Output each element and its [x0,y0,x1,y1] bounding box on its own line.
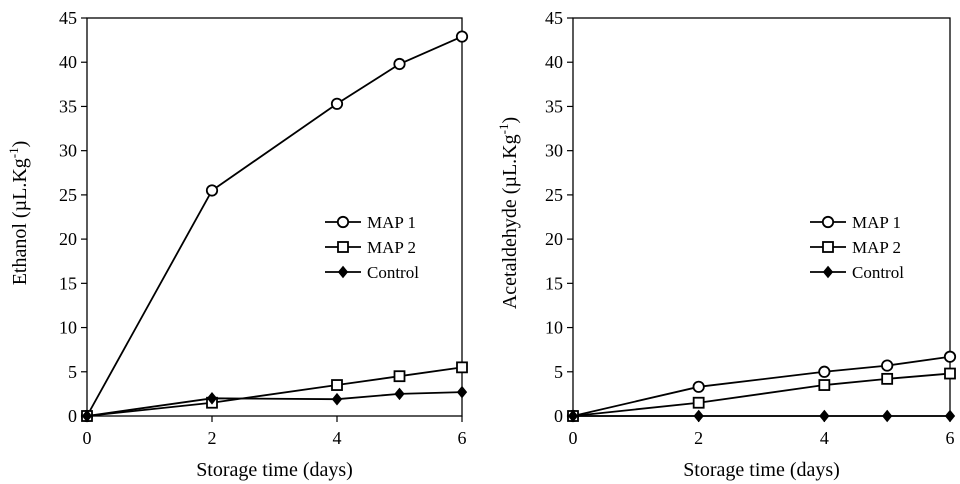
y-tick-label: 0 [554,406,563,426]
y-tick-label: 15 [59,273,77,293]
legend-label: Control [367,263,419,282]
y-tick-label: 35 [545,96,563,116]
data-point-circle [330,97,344,110]
y-tick-label: 0 [68,406,77,426]
data-point-circle [455,30,469,43]
y-axis-title-tail: ) [9,141,31,148]
x-tick-label: 0 [83,428,92,448]
data-point-square [456,361,468,374]
data-point-diamond [567,409,579,423]
y-tick-label: 40 [59,52,77,72]
legend-marker-circle [821,215,835,229]
y-tick-label: 10 [545,318,563,338]
series-control [567,409,956,423]
data-point-circle [881,359,894,372]
y-tick-label: 40 [545,52,563,72]
y-axis-title-superscript: -1 [6,147,21,158]
legend-label: Control [852,263,904,282]
data-point-diamond [81,409,93,423]
data-point-square [393,370,406,383]
y-tick-label: 45 [545,8,563,28]
legend-label: MAP 1 [367,213,416,232]
x-axis-title: Storage time (days) [196,459,353,481]
chart-panel-1: 0 5 10 15 20 25 30 35 40 45 0 2 4 6 Storage time (days… [6,8,469,481]
data-point-diamond [206,392,218,405]
legend-marker-diamond [337,265,349,279]
data-point-diamond [882,409,893,423]
data-point-diamond [693,409,704,423]
data-point-diamond [331,392,343,406]
data-point-circle [943,350,957,363]
data-point-square [944,367,956,380]
y-tick-label: 15 [545,273,563,293]
x-tick-label: 0 [569,428,578,448]
y-tick-label: 5 [68,362,77,382]
y-tick-label: 30 [545,141,563,161]
x-tick-label: 2 [208,428,217,448]
x-axis-title: Storage time (days) [683,459,840,481]
x-tick-label: 4 [820,428,829,448]
data-point-circle [393,57,406,71]
data-point-diamond [819,409,830,423]
plot-frame [86,17,463,417]
legend: MAP 1 MAP 2 Control [810,213,904,282]
y-tick-label: 10 [59,318,77,338]
data-point-diamond [456,385,468,399]
y-axis-title-main: Acetaldehyde (µL.Kg [499,134,521,309]
data-point-diamond [394,387,405,401]
series-control [81,385,468,423]
x-tick-label: 2 [694,428,703,448]
legend-label: MAP 2 [367,238,416,257]
series-line [572,355,951,417]
y-axis-title-tail: ) [499,117,521,124]
y-tick-label: 25 [545,185,563,205]
data-point-circle [818,365,831,378]
legend-label: MAP 1 [852,213,901,232]
data-point-diamond [944,409,956,423]
legend-marker-square [822,241,834,253]
legend-label: MAP 2 [852,238,901,257]
data-point-square [818,379,831,391]
data-point-square [331,379,343,391]
y-tick-label: 20 [59,229,77,249]
x-tick-label: 6 [458,428,467,448]
data-point-square [881,372,894,385]
y-tick-label: 35 [59,96,77,116]
data-point-circle [205,184,219,197]
series-map-2 [81,361,468,422]
legend-marker-diamond [822,265,834,279]
y-tick-label: 20 [545,229,563,249]
y-tick-label: 25 [59,185,77,205]
y-tick-label: 5 [554,362,563,382]
y-axis-title-superscript: -1 [496,124,511,135]
data-point-square [692,396,705,409]
x-tick-label: 4 [333,428,342,448]
y-tick-label: 45 [59,8,77,28]
y-tick-label: 30 [59,141,77,161]
legend-marker-circle [336,215,350,229]
data-point-circle [692,380,705,393]
series-line [86,391,463,417]
y-axis-title-main: Ethanol (µL.Kg [9,158,31,285]
chart-panel-2: 0 5 10 15 20 25 30 35 40 45 0 2 4 6 Storage time (days… [496,8,957,481]
legend: MAP 1 MAP 2 Control [325,213,419,282]
y-axis-title: Ethanol (µL.Kg-1) [6,141,31,286]
legend-marker-square [337,241,349,253]
y-axis-title: Acetaldehyde (µL.Kg-1) [496,117,521,309]
series-map-2 [567,367,956,422]
x-tick-label: 6 [946,428,955,448]
